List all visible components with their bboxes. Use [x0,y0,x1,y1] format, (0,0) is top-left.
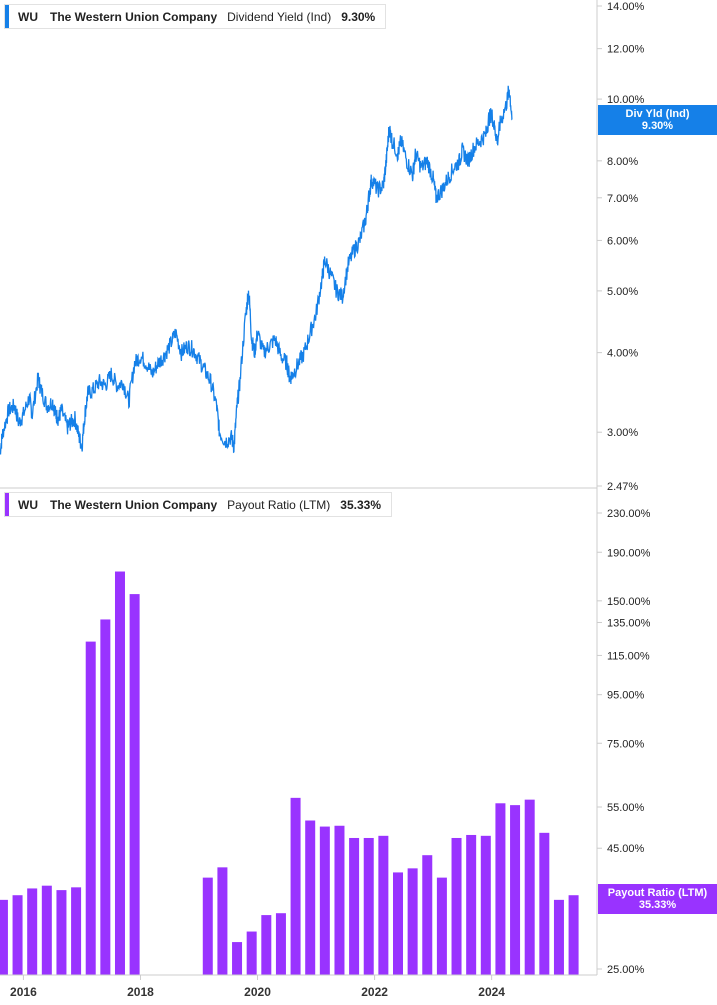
payout-bar [12,895,23,975]
top-y-tick-label: 14.00% [607,1,645,13]
bottom-y-tick-label: 95.00% [607,690,645,702]
bottom-legend: WU The Western Union Company Payout Rati… [4,492,392,517]
payout-bar [334,825,345,975]
yield-tag-label: Div Yld (Ind) [625,108,690,120]
top-y-tick-label: 8.00% [607,156,638,168]
payout-bar [232,942,243,975]
bottom-y-tick-label: 190.00% [607,547,651,559]
yield-tag-value: 9.30% [641,120,674,132]
top-legend-company: The Western Union Company [50,9,218,24]
top-y-tick-label: 4.00% [607,348,638,360]
payout-bar [305,820,316,975]
payout-bar [524,799,535,975]
top-legend-ticker: WU [18,9,38,24]
top-y-tick-label: 12.00% [607,44,645,56]
bottom-legend-ticker: WU [18,497,38,512]
payout-bar [100,619,111,975]
payout-bar [363,837,374,975]
payout-bar [71,887,82,975]
x-tick-label: 2016 [10,985,37,999]
payout-bar [114,571,125,975]
payout-bar [129,594,140,975]
bottom-legend-metric: Payout Ratio (LTM) [227,497,331,512]
top-y-tick-label: 3.00% [607,427,638,439]
top-y-tick-label: 2.47% [607,481,638,493]
x-tick-label: 2022 [361,985,388,999]
top-legend-value: 9.30% [341,9,376,24]
payout-bar [349,837,360,975]
bottom-legend-company: The Western Union Company [50,497,218,512]
payout-bar [85,641,96,975]
yield-value-tag: Div Yld (Ind) 9.30% [598,105,717,135]
payout-ratio-bars [0,571,579,975]
top-legend-metric: Dividend Yield (Ind) [227,9,332,24]
x-tick-label: 2020 [244,985,271,999]
payout-bar [0,899,8,975]
payout-bar [290,797,301,975]
top-y-tick-label: 10.00% [607,94,645,106]
top-y-tick-label: 7.00% [607,193,638,205]
dividend-yield-line [0,85,513,455]
x-axis-ticks: 2016 2018 2020 2022 2024 [10,975,505,999]
payout-tag-value: 35.33% [638,899,677,911]
payout-bar [319,826,330,975]
x-tick-label: 2018 [127,985,154,999]
payout-bar [378,835,389,975]
bottom-legend-value: 35.33% [340,497,381,512]
payout-bar [393,872,403,975]
payout-bar [56,890,67,975]
payout-bar [41,885,52,975]
top-legend-swatch [5,5,9,28]
payout-bar [407,868,418,975]
payout-bar [553,899,564,975]
payout-bar [261,915,272,975]
bottom-y-tick-label: 55.00% [607,802,645,814]
payout-tag-label: Payout Ratio (LTM) [607,887,708,899]
payout-bar [539,832,550,975]
payout-bar [495,803,506,975]
bottom-legend-swatch [5,493,9,516]
payout-bar [510,805,521,975]
payout-bar [568,895,579,975]
payout-bar [480,835,491,975]
bottom-panel: 230.00% 190.00% 150.00% 135.00% 115.00% 95.00… [597,508,651,976]
payout-bar [246,931,257,975]
bottom-y-tick-label: 150.00% [607,596,651,608]
payout-bar [436,877,447,975]
bottom-y-tick-label: 45.00% [607,843,645,855]
payout-bar [202,877,213,975]
bottom-y-tick-label: 115.00% [607,650,650,662]
bottom-y-tick-label: 230.00% [607,508,651,520]
payout-bar [27,888,38,975]
top-panel: 14.00% 12.00% 10.00% 8.00% 7.00% 6.00% 5.00% 4.… [597,1,645,493]
payout-value-tag: Payout Ratio (LTM) 35.33% [598,884,717,914]
bottom-y-tick-label: 75.00% [607,738,645,750]
payout-bar [422,855,433,975]
payout-bar [451,837,462,975]
payout-bar [217,867,228,975]
x-tick-label: 2024 [478,985,505,999]
top-legend: WU The Western Union Company Dividend Yi… [4,4,387,29]
bottom-y-tick-label: 25.00% [607,964,645,976]
payout-bar [466,834,477,975]
top-y-tick-label: 6.00% [607,235,638,247]
top-y-tick-label: 5.00% [607,286,638,298]
payout-bar [275,913,286,975]
bottom-y-tick-label: 135.00% [607,617,651,629]
